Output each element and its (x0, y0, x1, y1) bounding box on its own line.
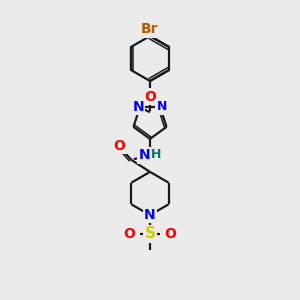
Text: N: N (157, 100, 167, 113)
Text: N: N (144, 208, 156, 222)
Text: Br: Br (141, 22, 159, 36)
Text: O: O (113, 139, 125, 153)
Text: O: O (144, 90, 156, 104)
Text: O: O (124, 227, 136, 241)
Text: N: N (138, 148, 150, 162)
Text: H: H (151, 148, 162, 161)
Text: O: O (164, 227, 176, 241)
Text: N: N (133, 100, 144, 114)
Text: S: S (145, 226, 155, 241)
